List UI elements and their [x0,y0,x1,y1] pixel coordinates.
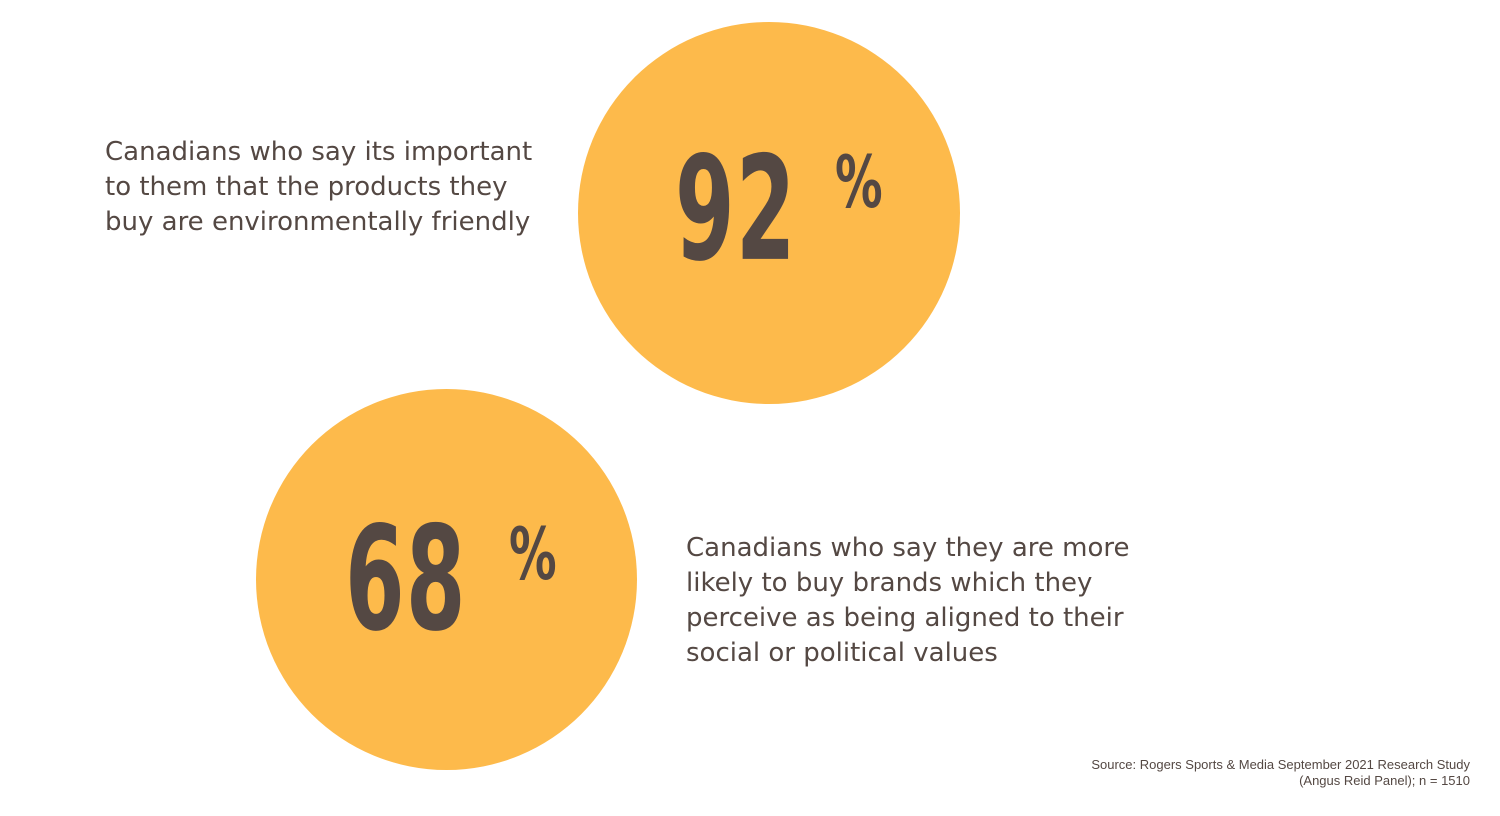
stat-description-line: likely to buy brands which they [686,568,1093,598]
stat-value-number: 92 [675,126,797,294]
stat-description-line: buy are environmentally friendly [105,207,531,237]
stat-circle-values-aligned [256,389,637,770]
stat-circle-environmental [578,22,960,404]
stat-description-line: to them that the products they [105,172,508,202]
stat-description-line: perceive as being aligned to their [686,603,1124,633]
stat-value-number: 68 [345,496,467,664]
source-line: (Angus Reid Panel); n = 1510 [1299,773,1470,788]
source-footnote: Source: Rogers Sports & Media September … [1091,757,1470,789]
stat-description-line: Canadians who say they are more [686,533,1130,563]
stat-description-line: Canadians who say its important [105,137,533,167]
source-line: Source: Rogers Sports & Media September … [1091,757,1470,772]
stat-value-percent-sign: % [835,140,883,224]
stat-value-environmental: 92 % [675,138,883,282]
stat-value-values-aligned: 68 % [345,508,557,652]
stat-description-line: social or political values [686,638,998,668]
stat-description-environmental: Canadians who say its important to them … [105,135,575,240]
stat-value-percent-sign: % [509,512,557,596]
stat-description-values-aligned: Canadians who say they are more likely t… [686,531,1186,671]
